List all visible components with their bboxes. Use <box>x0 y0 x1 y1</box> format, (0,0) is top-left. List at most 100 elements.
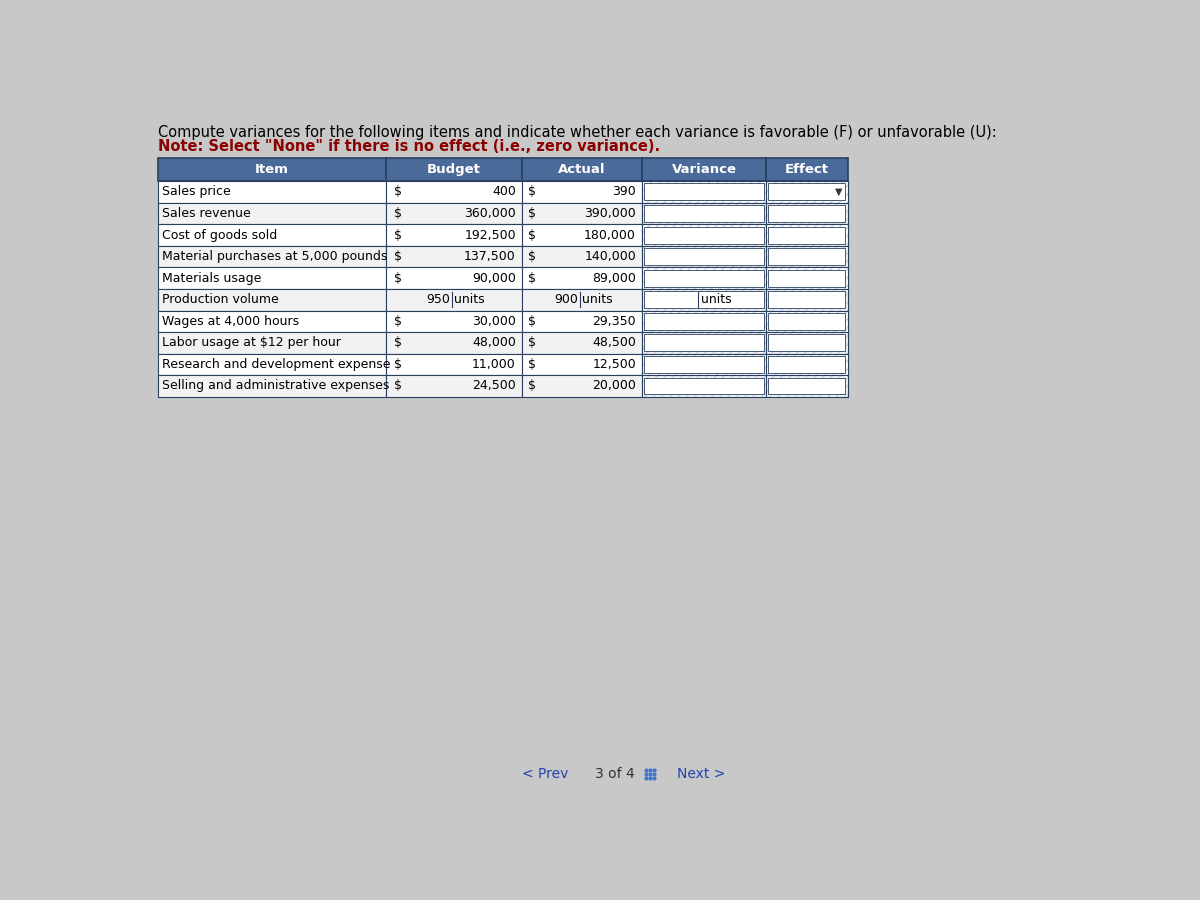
Bar <box>386 158 522 181</box>
Bar <box>522 246 642 267</box>
Bar <box>768 356 845 373</box>
Text: units: units <box>454 293 485 306</box>
Bar <box>766 158 847 181</box>
Bar <box>522 181 642 202</box>
Bar <box>768 184 845 201</box>
Bar <box>642 224 766 246</box>
Bar <box>644 248 764 266</box>
Text: $: $ <box>528 337 536 349</box>
Bar <box>522 332 642 354</box>
Text: $: $ <box>394 250 402 263</box>
Bar <box>642 224 766 246</box>
Text: 950: 950 <box>426 293 450 306</box>
Bar <box>642 354 766 375</box>
Bar <box>642 310 766 332</box>
Bar <box>522 224 642 246</box>
Text: $: $ <box>528 185 536 198</box>
Bar <box>766 202 847 224</box>
Bar <box>644 270 764 286</box>
Text: 12,500: 12,500 <box>592 358 636 371</box>
Text: $: $ <box>528 358 536 371</box>
Text: 11,000: 11,000 <box>472 358 516 371</box>
Text: Sales revenue: Sales revenue <box>162 207 251 220</box>
Bar <box>157 158 386 181</box>
Bar <box>157 181 386 202</box>
Text: 360,000: 360,000 <box>464 207 516 220</box>
Bar <box>157 267 386 289</box>
Bar <box>522 267 642 289</box>
Text: units: units <box>582 293 613 306</box>
Bar <box>642 246 766 267</box>
Text: Item: Item <box>256 163 289 176</box>
Text: 3 of 4: 3 of 4 <box>595 767 635 781</box>
Bar <box>522 310 642 332</box>
Text: Production volume: Production volume <box>162 293 280 306</box>
Text: 192,500: 192,500 <box>464 229 516 241</box>
Text: $: $ <box>528 207 536 220</box>
Text: Labor usage at $12 per hour: Labor usage at $12 per hour <box>162 337 341 349</box>
Text: 30,000: 30,000 <box>472 315 516 328</box>
Bar <box>642 202 766 224</box>
Bar <box>157 202 386 224</box>
Bar <box>766 310 847 332</box>
Text: units: units <box>701 293 732 306</box>
Text: Sales price: Sales price <box>162 185 232 198</box>
Text: Next >: Next > <box>677 767 725 781</box>
Bar <box>642 375 766 397</box>
Bar <box>386 181 522 202</box>
Bar <box>642 181 766 202</box>
Bar <box>157 375 386 397</box>
Text: $: $ <box>394 272 402 284</box>
Text: Effect: Effect <box>785 163 829 176</box>
Bar <box>157 181 386 202</box>
Bar <box>766 246 847 267</box>
Bar <box>642 354 766 375</box>
Bar <box>157 224 386 246</box>
Bar <box>766 289 847 310</box>
Bar <box>522 202 642 224</box>
Text: ▼: ▼ <box>835 187 842 197</box>
Bar <box>768 313 845 329</box>
Bar <box>642 332 766 354</box>
Bar <box>386 332 522 354</box>
Text: Materials usage: Materials usage <box>162 272 262 284</box>
Text: Budget: Budget <box>427 163 481 176</box>
Bar <box>766 310 847 332</box>
Bar <box>644 356 764 373</box>
Bar <box>766 354 847 375</box>
Bar <box>642 202 766 224</box>
Bar <box>766 202 847 224</box>
Bar <box>386 332 522 354</box>
Text: Cost of goods sold: Cost of goods sold <box>162 229 277 241</box>
Bar <box>642 181 766 202</box>
Bar <box>157 267 386 289</box>
Bar <box>157 332 386 354</box>
Text: 20,000: 20,000 <box>592 380 636 392</box>
Bar <box>386 354 522 375</box>
Bar <box>642 332 766 354</box>
Text: Compute variances for the following items and indicate whether each variance is : Compute variances for the following item… <box>157 125 996 140</box>
Bar <box>766 202 847 224</box>
Bar <box>644 313 764 329</box>
Bar <box>386 310 522 332</box>
Bar <box>522 158 642 181</box>
Text: 180,000: 180,000 <box>584 229 636 241</box>
Bar <box>642 289 766 310</box>
Text: 90,000: 90,000 <box>472 272 516 284</box>
Bar <box>642 289 766 310</box>
Bar <box>766 332 847 354</box>
Text: 29,350: 29,350 <box>593 315 636 328</box>
Bar <box>766 332 847 354</box>
Bar <box>644 205 764 222</box>
Text: Material purchases at 5,000 pounds: Material purchases at 5,000 pounds <box>162 250 388 263</box>
Text: 390: 390 <box>612 185 636 198</box>
Bar <box>642 289 766 310</box>
Text: $: $ <box>528 229 536 241</box>
Bar <box>386 267 522 289</box>
Bar <box>642 158 766 181</box>
Bar <box>386 246 522 267</box>
Text: $: $ <box>394 380 402 392</box>
Text: $: $ <box>528 250 536 263</box>
Bar <box>644 335 764 351</box>
Bar <box>522 202 642 224</box>
